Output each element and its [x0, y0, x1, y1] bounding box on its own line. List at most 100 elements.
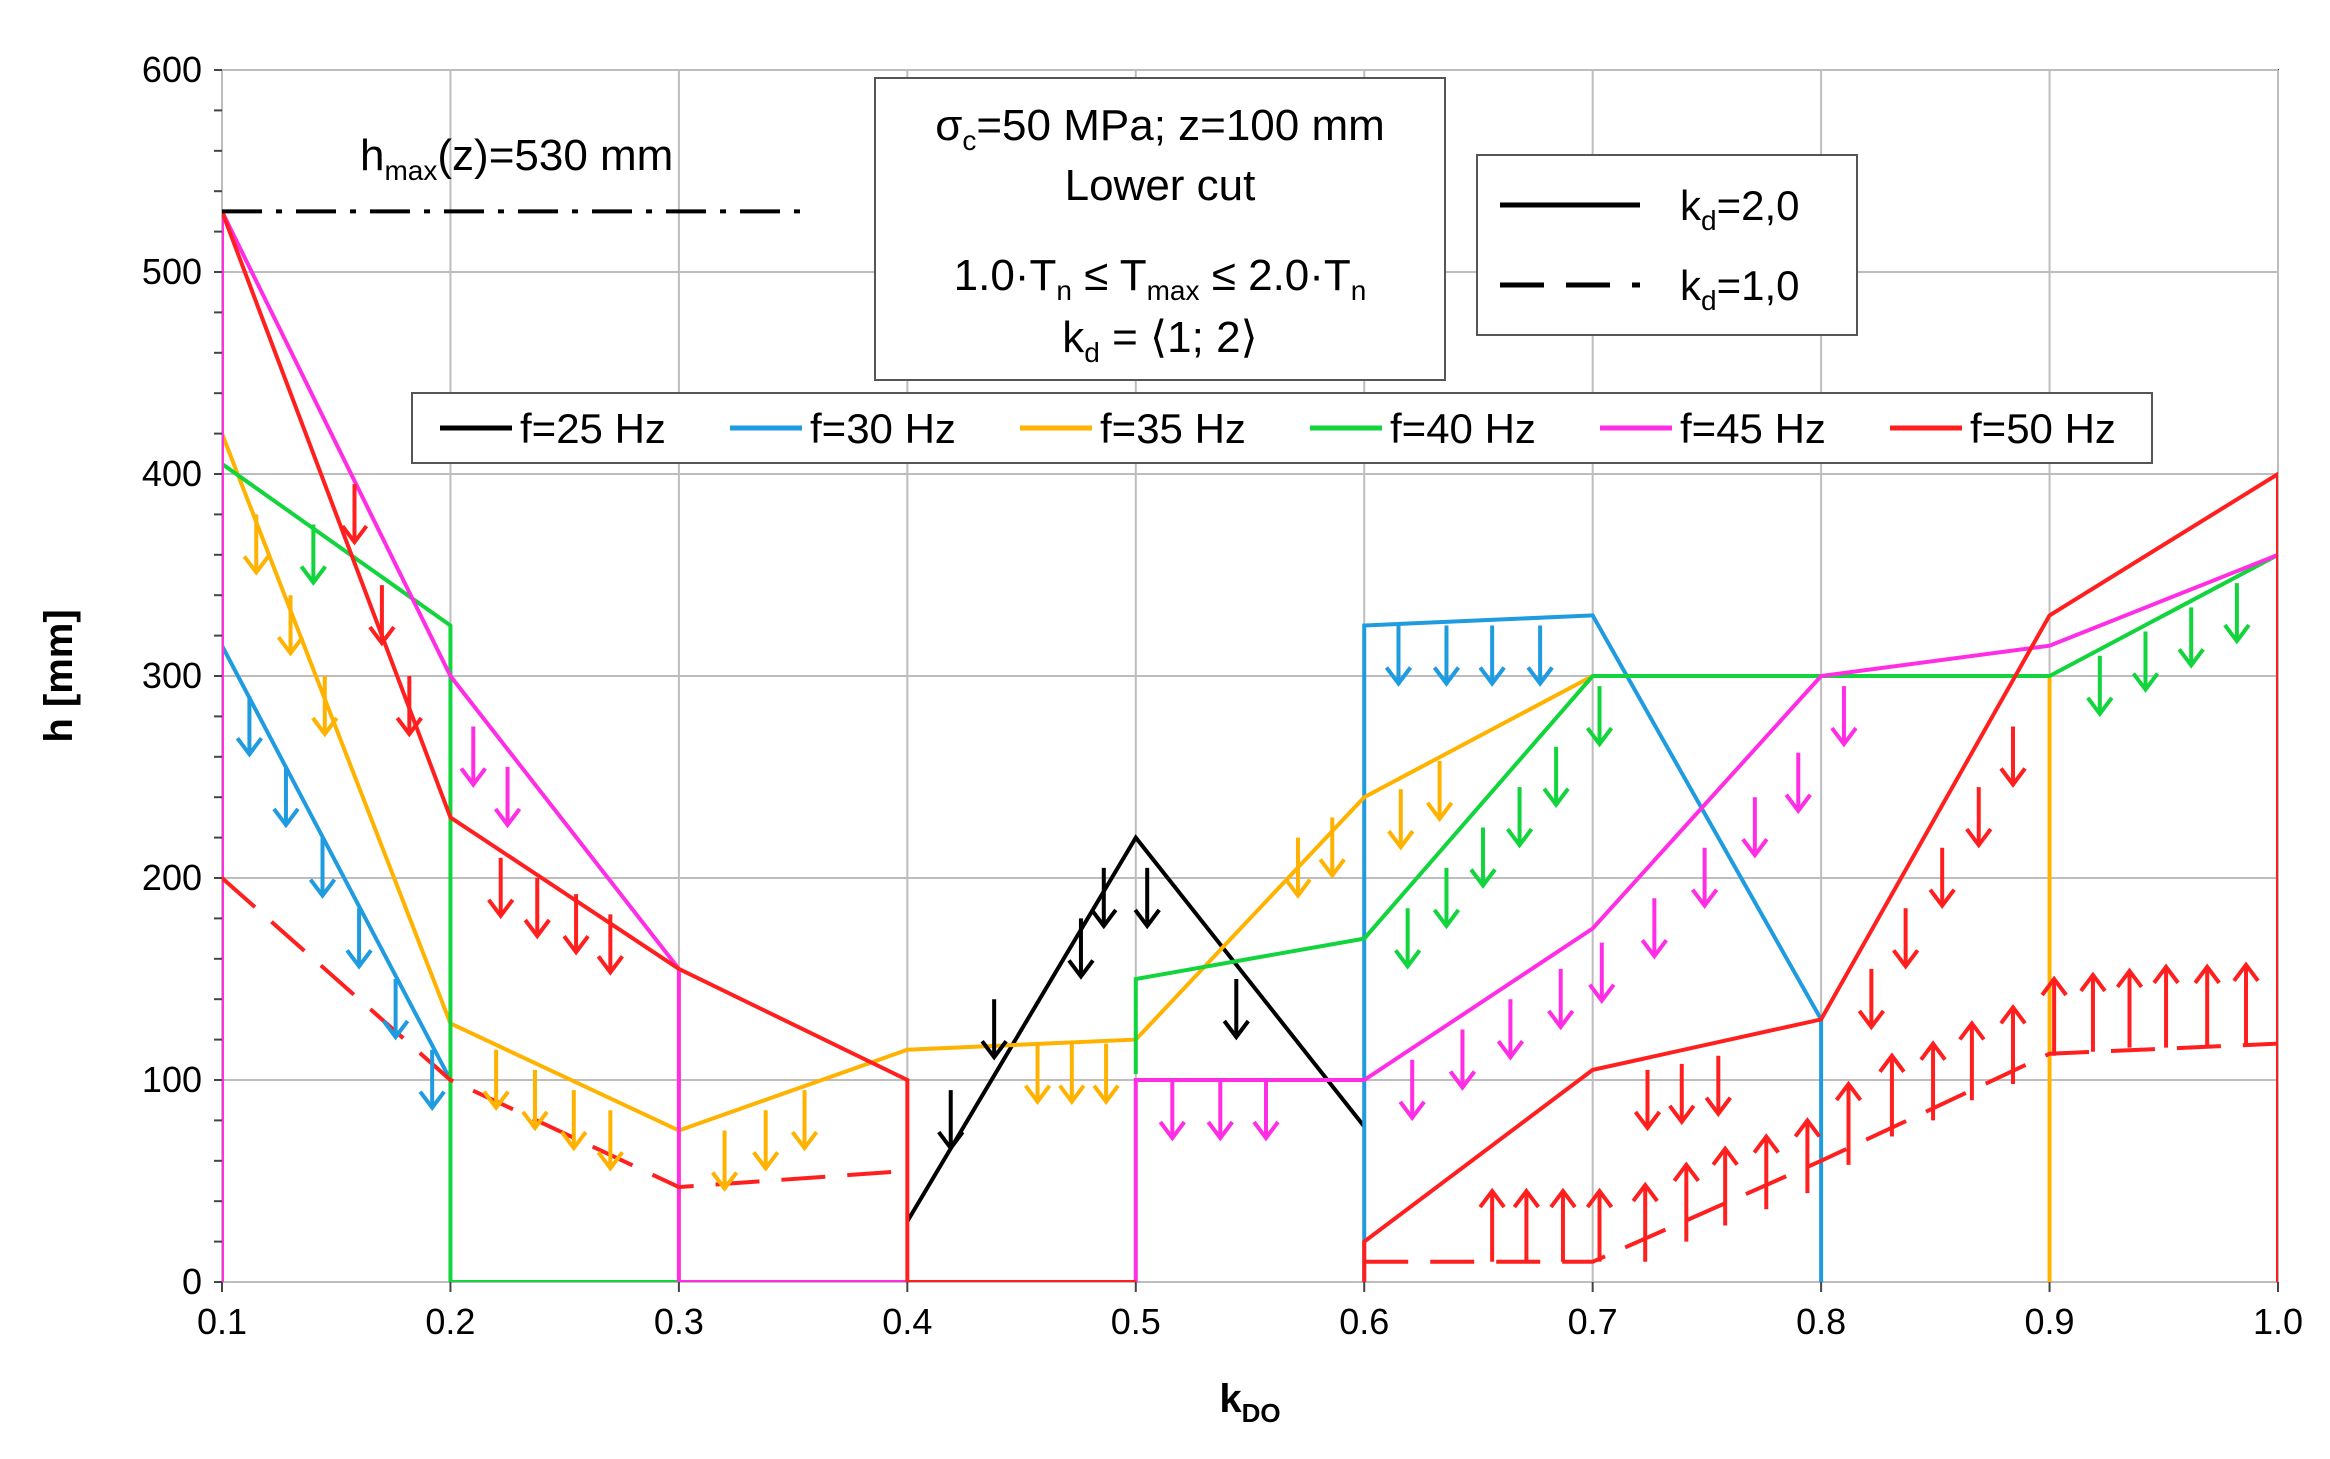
up-arrow-f-50-hz	[1585, 1187, 1614, 1262]
down-arrow-f-40-hz	[2223, 583, 2251, 645]
down-arrow-f-45-hz	[1588, 942, 1616, 1004]
down-arrow-f-45-hz	[1158, 1080, 1186, 1142]
info-line-2: Lower cut	[1065, 161, 1256, 210]
down-arrow-f-50-hz	[1928, 847, 1956, 910]
legend-label-f-50-hz: f=50 Hz	[1970, 405, 2116, 452]
down-arrow-f-30-hz	[1478, 625, 1506, 687]
hmax-label: hmax(z)=530 mm	[360, 131, 673, 186]
style-legend-solid-label: kd=2,0	[1680, 182, 1800, 236]
down-arrow-f-50-hz	[340, 484, 369, 546]
down-arrow-f-30-hz	[1432, 625, 1461, 687]
down-arrow-f-30-hz	[1384, 625, 1413, 687]
info-line-4: kd = ⟨1; 2⟩	[1062, 313, 1257, 368]
down-arrow-f-45-hz	[1640, 898, 1668, 960]
up-arrow-f-50-hz	[2115, 967, 2144, 1048]
up-arrow-f-50-hz	[1834, 1080, 1863, 1165]
down-arrow-f-25-hz	[1067, 918, 1095, 980]
up-arrow-f-50-hz	[1878, 1052, 1906, 1137]
up-arrow-f-50-hz	[1672, 1161, 1700, 1242]
down-arrow-f-45-hz	[1448, 1029, 1477, 1091]
x-tick-label: 0.2	[425, 1301, 475, 1342]
legend-label-f-25-hz: f=25 Hz	[520, 405, 666, 452]
down-arrow-f-50-hz	[1633, 1069, 1662, 1132]
legend-label-f-45-hz: f=45 Hz	[1680, 405, 1826, 452]
down-arrow-f-40-hz	[299, 524, 327, 586]
y-tick-label: 100	[142, 1059, 202, 1100]
y-tick-label: 0	[182, 1261, 202, 1302]
down-arrow-f-50-hz	[1668, 1063, 1696, 1126]
info-line-3: 1.0·Tn ≤ Tmax ≤ 2.0·Tn	[954, 251, 1367, 306]
down-arrow-f-25-hz	[1090, 867, 1118, 930]
down-arrow-f-50-hz	[1857, 968, 1885, 1031]
down-arrow-f-45-hz	[459, 726, 487, 788]
x-tick-label: 1.0	[2253, 1301, 2303, 1342]
x-axis-title: kDO	[1219, 1377, 1280, 1428]
info-box: σc=50 MPa; z=100 mm Lower cut 1.0·Tn ≤ T…	[874, 77, 1446, 381]
down-arrow-f-35-hz	[1092, 1043, 1120, 1105]
series-layer	[222, 210, 2278, 1282]
up-arrow-f-50-hz	[2079, 971, 2107, 1052]
x-tick-label: 0.3	[654, 1301, 704, 1342]
down-arrow-f-45-hz	[1252, 1080, 1280, 1142]
down-arrow-f-35-hz	[1023, 1043, 1052, 1105]
down-arrow-f-35-hz	[521, 1069, 549, 1132]
series-line-f-30-hz	[222, 644, 453, 1081]
series-line-f-50-hz	[222, 210, 1136, 1282]
up-arrow-f-50-hz	[1793, 1117, 1822, 1194]
down-arrow-f-45-hz	[1741, 797, 1769, 859]
down-arrow-f-35-hz	[242, 514, 270, 576]
x-tick-label: 0.7	[1568, 1301, 1618, 1342]
down-arrow-f-45-hz	[493, 766, 522, 829]
down-arrow-f-30-hz	[418, 1049, 446, 1112]
down-arrow-f-35-hz	[710, 1130, 739, 1192]
down-arrow-f-35-hz	[311, 676, 339, 738]
down-arrow-f-40-hz	[1505, 787, 1534, 849]
ticks: 0.1 0.2 0.3 0.4 0.5 0.6 0.7 0.8 0.9 1.0 0 100 200 300…	[142, 49, 2303, 1342]
up-arrow-f-50-hz	[1999, 1003, 2027, 1085]
down-arrow-f-30-hz	[1526, 625, 1554, 687]
series-line-f-40-hz	[222, 462, 679, 1282]
series-line-f-50-hz	[1362, 471, 2278, 1282]
up-arrow-f-50-hz	[1919, 1040, 1947, 1121]
series-dashed-line-f-50-hz	[1364, 1041, 2278, 1264]
down-arrow-f-35-hz	[1058, 1043, 1086, 1105]
down-arrow-f-50-hz	[596, 914, 624, 976]
series-line-f-30-hz	[1362, 613, 1824, 1282]
down-arrow-f-35-hz	[1387, 789, 1415, 851]
up-arrow-f-50-hz	[1549, 1187, 1577, 1262]
down-arrow-f-35-hz	[790, 1090, 819, 1152]
up-arrow-f-50-hz	[1711, 1145, 1739, 1226]
down-arrow-f-50-hz	[562, 894, 590, 956]
down-arrow-f-45-hz	[1830, 686, 1858, 748]
down-arrow-f-40-hz	[1469, 827, 1497, 889]
y-tick-label: 600	[142, 49, 202, 90]
up-arrow-f-50-hz	[1478, 1187, 1506, 1262]
down-arrow-f-25-hz	[1222, 979, 1250, 1041]
up-arrow-f-50-hz	[1958, 1020, 1986, 1101]
up-arrow-f-50-hz	[2193, 963, 2221, 1048]
down-arrow-f-25-hz	[937, 1090, 965, 1152]
up-arrow-f-50-hz	[2152, 963, 2180, 1048]
down-arrow-f-40-hz	[2131, 631, 2160, 693]
series-line-f-45-hz	[1133, 552, 2278, 1282]
down-arrow-f-35-hz	[560, 1090, 588, 1152]
up-arrow-f-50-hz	[2232, 961, 2260, 1046]
y-tick-label: 300	[142, 655, 202, 696]
legend-label-f-40-hz: f=40 Hz	[1390, 405, 1536, 452]
down-arrow-f-50-hz	[487, 857, 515, 920]
down-arrow-f-45-hz	[1206, 1080, 1234, 1142]
series-line-f-45-hz	[222, 210, 908, 1282]
up-arrow-f-50-hz	[1752, 1133, 1780, 1210]
x-tick-label: 0.6	[1339, 1301, 1389, 1342]
down-arrow-f-40-hz	[2177, 607, 2205, 669]
down-arrow-f-50-hz	[1965, 787, 1993, 849]
down-arrow-f-45-hz	[1547, 968, 1575, 1031]
legend-label-f-30-hz: f=30 Hz	[810, 405, 956, 452]
x-tick-label: 0.4	[882, 1301, 932, 1342]
legend-label-f-35-hz: f=35 Hz	[1100, 405, 1246, 452]
down-arrow-f-35-hz	[596, 1110, 624, 1172]
down-arrow-f-40-hz	[1542, 746, 1570, 809]
style-legend: kd=2,0 kd=1,0	[1476, 154, 1858, 336]
down-arrow-f-30-hz	[235, 696, 264, 758]
